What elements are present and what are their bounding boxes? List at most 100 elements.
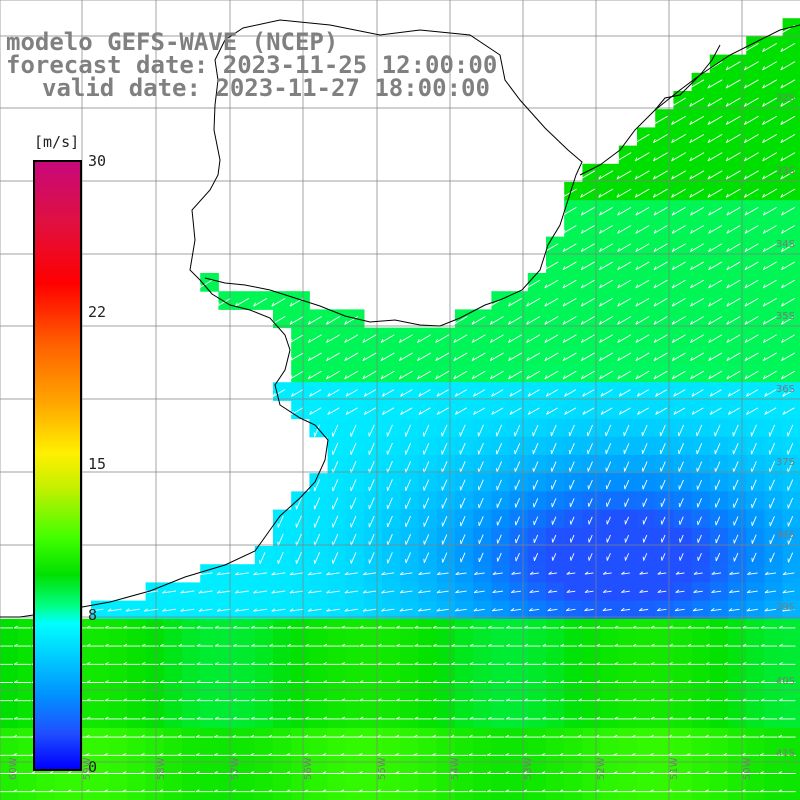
- wind-arrow-head: [668, 698, 673, 702]
- wind-arrow-head: [671, 338, 675, 343]
- wind-arrow-head: [85, 789, 90, 793]
- wind-arrow-head: [614, 643, 619, 647]
- wind-arrow-head: [122, 771, 127, 774]
- wind-arrow: [271, 608, 286, 612]
- wind-speed-cell: [291, 345, 310, 365]
- wind-arrow-head: [762, 266, 766, 271]
- wind-speed-cell: [473, 345, 492, 365]
- wind-arrow-head: [468, 752, 473, 756]
- wind-arrow: [707, 115, 723, 125]
- wind-arrow: [527, 389, 540, 397]
- wind-arrow: [599, 243, 614, 252]
- wind-arrow: [566, 572, 576, 575]
- wind-arrow-head: [341, 716, 346, 720]
- wind-speed-cell: [691, 200, 711, 219]
- wind-arrow-head: [689, 175, 693, 180]
- wind-arrow: [690, 316, 705, 325]
- wind-speed-cell: [400, 382, 420, 401]
- wind-arrow-head: [675, 571, 680, 575]
- wind-speed-cell: [728, 72, 747, 92]
- wind-arrow-head: [305, 661, 309, 665]
- wind-arrow-head: [418, 571, 423, 575]
- wind-arrow: [711, 590, 722, 594]
- wind-arrow-head: [634, 193, 638, 198]
- wind-arrow-head: [744, 247, 748, 252]
- wind-arrow-head: [671, 157, 674, 162]
- wind-arrow: [569, 461, 575, 472]
- wind-arrow-head: [213, 771, 218, 774]
- wind-arrow: [544, 334, 559, 343]
- wind-arrow-head: [707, 139, 711, 143]
- wind-arrow-head: [632, 698, 637, 702]
- wind-arrow: [639, 608, 649, 612]
- wind-arrow: [709, 407, 722, 415]
- wind-arrow-head: [287, 716, 291, 720]
- wind-arrow: [635, 279, 650, 289]
- wind-arrow-head: [705, 625, 710, 629]
- wind-speed-cell: [618, 163, 638, 183]
- wind-arrow: [726, 279, 741, 289]
- wind-arrow-head: [341, 680, 346, 683]
- wind-arrow: [436, 407, 449, 415]
- wind-arrow: [762, 206, 777, 216]
- wind-arrow-head: [760, 716, 765, 720]
- wind-arrow: [780, 97, 796, 107]
- wind-arrow-head: [268, 752, 273, 756]
- wind-arrow: [529, 608, 540, 612]
- wind-arrow-head: [289, 571, 294, 576]
- wind-arrow: [546, 407, 558, 415]
- wind-arrow: [751, 424, 757, 437]
- wind-arrow-head: [304, 752, 309, 756]
- wind-speed-cell: [491, 364, 511, 383]
- wind-speed-cell: [764, 254, 784, 274]
- wind-arrow-head: [271, 302, 275, 307]
- wind-arrow: [454, 389, 467, 397]
- wind-arrow-head: [727, 392, 731, 397]
- wind-speed-cell: [764, 382, 784, 401]
- wind-speed-cell: [637, 273, 656, 292]
- wind-arrow: [344, 316, 359, 325]
- wind-arrow-head: [362, 571, 367, 576]
- wind-arrow: [744, 352, 759, 362]
- wind-arrow: [747, 572, 758, 575]
- wind-arrow-head: [214, 643, 219, 647]
- wind-arrow: [418, 389, 431, 397]
- wind-speed-cell: [582, 291, 602, 310]
- wind-arrow: [442, 534, 448, 545]
- wind-arrow-head: [764, 608, 769, 612]
- wind-arrow: [582, 407, 595, 415]
- wind-arrow-head: [762, 357, 766, 361]
- wind-speed-cell: [455, 327, 474, 347]
- wind-arrow: [696, 424, 703, 437]
- wind-arrow: [587, 443, 593, 455]
- wind-arrow: [782, 572, 795, 575]
- wind-arrow-head: [655, 410, 658, 415]
- wind-arrow-head: [86, 625, 91, 629]
- wind-speed-cell: [746, 345, 765, 365]
- wind-arrow: [564, 407, 577, 415]
- wind-arrow-head: [469, 661, 474, 665]
- wind-speed-cell: [655, 182, 674, 201]
- wind-arrow: [715, 498, 721, 508]
- wind-arrow-head: [686, 734, 691, 738]
- wind-arrow-head: [584, 607, 588, 612]
- wind-speed-cell: [764, 400, 784, 420]
- wind-arrow: [514, 424, 521, 437]
- wind-arrow-head: [398, 338, 402, 343]
- wind-arrow: [781, 261, 796, 271]
- wind-arrow-head: [614, 716, 619, 720]
- wind-arrow-head: [524, 643, 529, 647]
- wind-speed-cell: [709, 145, 729, 165]
- wind-arrow-head: [31, 771, 36, 774]
- wind-arrow-head: [778, 698, 783, 702]
- wind-arrow-head: [486, 734, 491, 738]
- wind-arrow-head: [724, 680, 728, 683]
- wind-arrow-head: [491, 410, 495, 415]
- wind-arrow: [617, 261, 632, 271]
- wind-arrow-head: [469, 643, 474, 647]
- wind-arrow-head: [487, 625, 492, 629]
- wind-arrow: [653, 188, 668, 198]
- wind-arrow-head: [178, 680, 183, 683]
- wind-arrow-head: [123, 643, 128, 647]
- wind-arrow-head: [323, 625, 328, 629]
